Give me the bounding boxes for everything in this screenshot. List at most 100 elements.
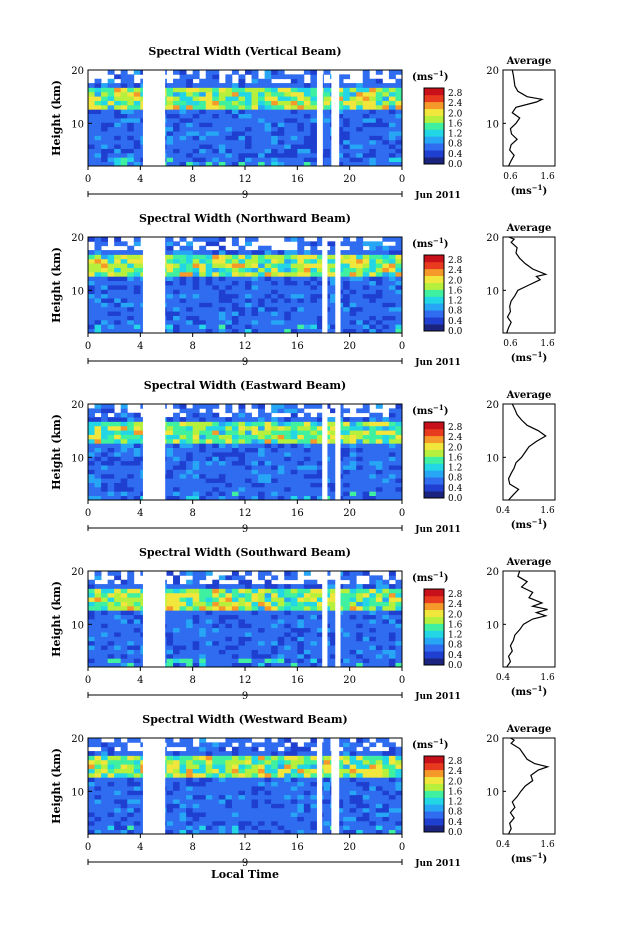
heatmap-cell bbox=[290, 772, 298, 778]
heatmap-cell bbox=[173, 772, 180, 778]
heatmap-cell bbox=[310, 645, 318, 650]
heatmap-cell bbox=[303, 746, 311, 752]
heatmap-cell bbox=[284, 421, 292, 427]
heatmap-cell bbox=[231, 87, 239, 93]
heatmap-cell bbox=[356, 157, 364, 163]
heatmap-cell bbox=[316, 592, 324, 598]
heatmap-cell bbox=[336, 74, 344, 80]
heatmap-cell bbox=[94, 816, 102, 822]
heatmap-cell bbox=[166, 144, 174, 149]
heatmap-cell bbox=[166, 764, 174, 769]
heatmap-cell bbox=[316, 460, 324, 466]
heatmap-cell bbox=[179, 157, 187, 163]
heatmap-cell bbox=[297, 645, 305, 650]
heatmap-cell bbox=[101, 408, 109, 414]
heatmap-cell bbox=[290, 157, 298, 163]
colorbar-segment bbox=[424, 115, 444, 123]
heatmap-cell bbox=[258, 632, 266, 637]
heatmap-cell bbox=[356, 100, 364, 106]
heatmap-cell bbox=[205, 571, 213, 576]
heatmap-cell bbox=[107, 311, 115, 316]
heatmap-cell bbox=[166, 460, 174, 466]
heatmap-cell bbox=[382, 311, 390, 316]
heatmap-cell bbox=[166, 777, 174, 783]
heatmap-cell bbox=[179, 610, 187, 616]
heatmap-cell bbox=[186, 619, 194, 624]
heatmap-cell bbox=[251, 74, 259, 80]
heatmap-cell bbox=[323, 118, 331, 123]
heatmap-cell bbox=[205, 131, 213, 136]
heatmap-cell bbox=[101, 649, 109, 655]
heatmap-cell bbox=[179, 417, 187, 422]
heatmap-cell bbox=[173, 118, 180, 123]
heatmap-cell bbox=[310, 764, 318, 769]
heatmap-cell bbox=[186, 144, 194, 149]
heatmap-cell bbox=[303, 280, 311, 286]
heatmap-cell bbox=[277, 738, 285, 743]
heatmap-cell bbox=[271, 148, 279, 154]
heatmap-cell bbox=[133, 640, 141, 646]
heatmap-cell bbox=[330, 601, 337, 607]
heatmap-cell bbox=[205, 653, 213, 659]
heatmap-cell bbox=[192, 777, 200, 783]
heatmap-cell bbox=[277, 478, 285, 483]
heatmap-cell bbox=[114, 649, 122, 655]
heatmap-cell bbox=[290, 122, 298, 128]
heatmap-cell bbox=[107, 649, 115, 655]
heatmap-cell bbox=[277, 421, 285, 427]
heatmap-cell bbox=[395, 324, 403, 330]
heatmap-cell bbox=[277, 293, 285, 299]
heatmap-cell bbox=[290, 298, 298, 303]
heatmap-cell bbox=[369, 575, 377, 581]
y-axis-label: Height (km) bbox=[50, 581, 63, 657]
heatmap-cell bbox=[173, 584, 180, 589]
heatmap-cell bbox=[173, 623, 180, 629]
heatmap-cell bbox=[114, 157, 122, 163]
heatmap-cell bbox=[245, 812, 252, 817]
heatmap-cell bbox=[231, 799, 239, 804]
heatmap-cell bbox=[94, 807, 102, 813]
heatmap-cell bbox=[258, 293, 266, 299]
heatmap-cell bbox=[245, 755, 252, 761]
heatmap-cell bbox=[303, 759, 311, 765]
heatmap-cell bbox=[264, 803, 272, 809]
heatmap-cell bbox=[375, 100, 383, 106]
heatmap-cell bbox=[173, 113, 180, 119]
heatmap-cell bbox=[88, 768, 95, 774]
y-tick-label: 20 bbox=[71, 567, 84, 578]
heatmap-cell bbox=[388, 658, 396, 664]
heatmap-cell bbox=[107, 812, 115, 817]
heatmap-cell bbox=[369, 473, 377, 479]
heatmap-cell bbox=[349, 465, 357, 470]
heatmap-cell bbox=[173, 412, 180, 418]
heatmap-cell bbox=[225, 280, 233, 286]
heatmap-cell bbox=[127, 816, 135, 822]
heatmap-cell bbox=[349, 122, 357, 128]
heatmap-cell bbox=[127, 820, 135, 826]
heatmap-cell bbox=[271, 640, 279, 646]
heatmap-cell bbox=[107, 434, 115, 440]
heatmap-cell bbox=[133, 460, 141, 466]
heatmap-cell bbox=[133, 161, 141, 167]
heatmap-cell bbox=[199, 636, 207, 642]
heatmap-cell bbox=[173, 579, 180, 585]
heatmap-cell bbox=[271, 324, 279, 330]
heatmap-cell bbox=[362, 109, 370, 115]
heatmap-cell bbox=[264, 495, 272, 501]
heatmap-cell bbox=[114, 311, 122, 316]
heatmap-cell bbox=[88, 434, 95, 440]
heatmap-cell bbox=[290, 794, 298, 800]
colorbar-unit: (ms−1) bbox=[412, 570, 448, 585]
heatmap-cell bbox=[303, 799, 311, 804]
heatmap-cell bbox=[258, 790, 266, 796]
heatmap-cell bbox=[133, 319, 141, 325]
heatmap-cell bbox=[166, 768, 174, 774]
heatmap-cell bbox=[192, 250, 200, 255]
heatmap-cell bbox=[166, 87, 174, 93]
x-tick-label: 8 bbox=[189, 341, 195, 352]
heatmap-cell bbox=[258, 640, 266, 646]
heatmap-cell bbox=[362, 645, 370, 650]
heatmap-cell bbox=[173, 298, 180, 303]
heatmap-cell bbox=[120, 302, 128, 308]
colorbar-segment bbox=[424, 456, 444, 464]
